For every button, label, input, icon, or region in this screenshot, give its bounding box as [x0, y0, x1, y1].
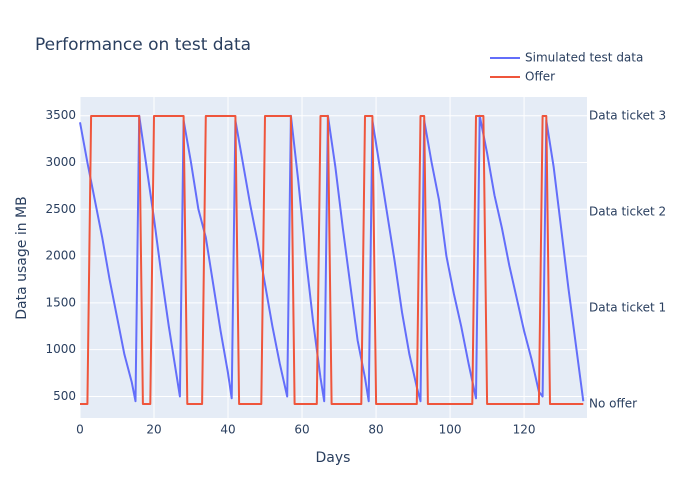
- y-tick-label: 3500: [45, 108, 76, 122]
- y-tick-label: 500: [53, 389, 76, 403]
- x-tick-label: 120: [513, 423, 536, 437]
- legend-label: Simulated test data: [525, 51, 643, 65]
- x-axis-title: Days: [316, 450, 351, 466]
- y2-tick-label: Data ticket 2: [589, 204, 666, 218]
- y-tick-label: 1500: [45, 295, 76, 309]
- plot-area: [80, 97, 587, 418]
- x-tick-label: 100: [439, 423, 462, 437]
- y-tick-label: 2500: [45, 202, 76, 216]
- chart-title: Performance on test data: [35, 35, 251, 55]
- x-tick-label: 0: [76, 423, 84, 437]
- y2-tick-label: Data ticket 1: [589, 300, 666, 314]
- x-tick-label: 40: [220, 423, 235, 437]
- y2-tick-label: Data ticket 3: [589, 109, 666, 123]
- x-tick-label: 20: [146, 423, 161, 437]
- series-line: [80, 115, 584, 405]
- y-tick-label: 3000: [45, 155, 76, 169]
- y-axis-title: Data usage in MB: [14, 196, 30, 319]
- legend-label: Offer: [525, 70, 555, 84]
- y2-tick-label: No offer: [589, 396, 637, 410]
- y-tick-label: 2000: [45, 249, 76, 263]
- x-tick-label: 60: [294, 423, 309, 437]
- x-tick-label: 80: [368, 423, 383, 437]
- y-tick-label: 1000: [45, 342, 76, 356]
